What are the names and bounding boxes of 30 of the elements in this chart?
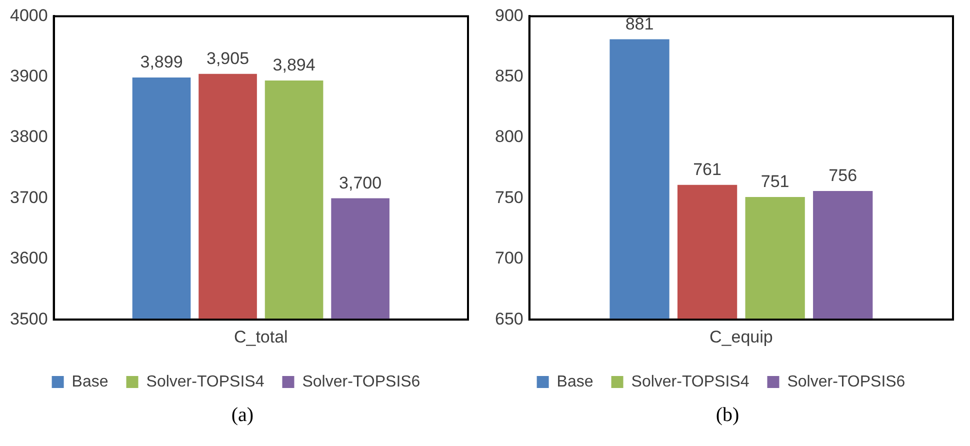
x-tick-label: C_equip — [710, 327, 773, 346]
legend-label: Base — [556, 373, 594, 390]
y-tick-label: 800 — [494, 127, 524, 146]
text: (b) — [714, 404, 740, 427]
y-tick-label: 900 — [494, 6, 524, 25]
y-tick-label: 4000 — [10, 6, 48, 25]
data-label: 3,894 — [272, 56, 316, 75]
legend-label: Solver-TOPSIS6 — [302, 373, 420, 390]
legend-label: Solver-TOPSIS6 — [787, 373, 906, 390]
y-tick-label: 850 — [494, 66, 524, 86]
data-label: 3,905 — [206, 49, 250, 68]
legend-label: Base — [72, 373, 108, 390]
y-tick-label: 3600 — [10, 248, 48, 268]
y-tick-label: 3800 — [10, 127, 48, 146]
legend-label: Solver-TOPSIS4 — [631, 373, 750, 390]
data-label: 756 — [828, 166, 858, 186]
y-tick-label: 3700 — [10, 188, 48, 207]
data-label: 3,700 — [339, 173, 382, 192]
data-label: 751 — [760, 172, 790, 192]
y-tick-label: 750 — [494, 188, 524, 207]
x-tick-label: C_total — [234, 327, 288, 346]
y-tick-label: 3500 — [10, 309, 48, 328]
y-tick-label: 650 — [494, 309, 524, 328]
y-tick-label: 3900 — [10, 66, 48, 86]
data-label: 3,899 — [140, 52, 183, 72]
data-label: 761 — [693, 160, 722, 180]
y-tick-label: 700 — [494, 248, 524, 268]
legend-label: Solver-TOPSIS4 — [146, 373, 264, 390]
text: (a) — [230, 404, 255, 427]
data-label: 881 — [625, 14, 654, 34]
